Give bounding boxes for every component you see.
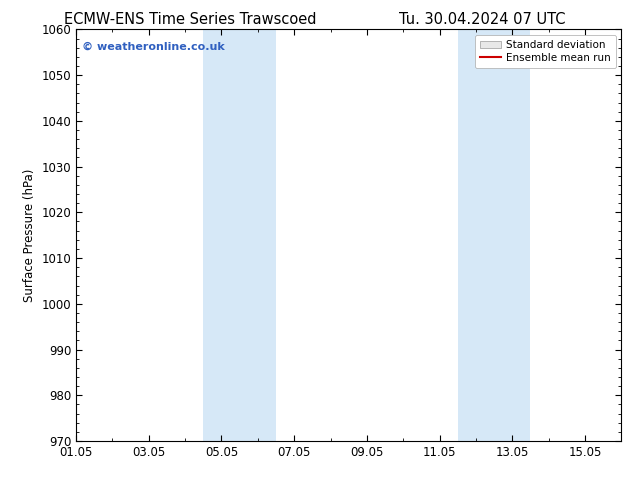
Text: ECMW-ENS Time Series Trawscoed: ECMW-ENS Time Series Trawscoed — [64, 12, 316, 27]
Text: Tu. 30.04.2024 07 UTC: Tu. 30.04.2024 07 UTC — [399, 12, 565, 27]
Bar — [204, 29, 276, 441]
Bar — [458, 29, 531, 441]
Text: © weatheronline.co.uk: © weatheronline.co.uk — [82, 42, 224, 52]
Legend: Standard deviation, Ensemble mean run: Standard deviation, Ensemble mean run — [475, 35, 616, 68]
Y-axis label: Surface Pressure (hPa): Surface Pressure (hPa) — [23, 169, 36, 302]
